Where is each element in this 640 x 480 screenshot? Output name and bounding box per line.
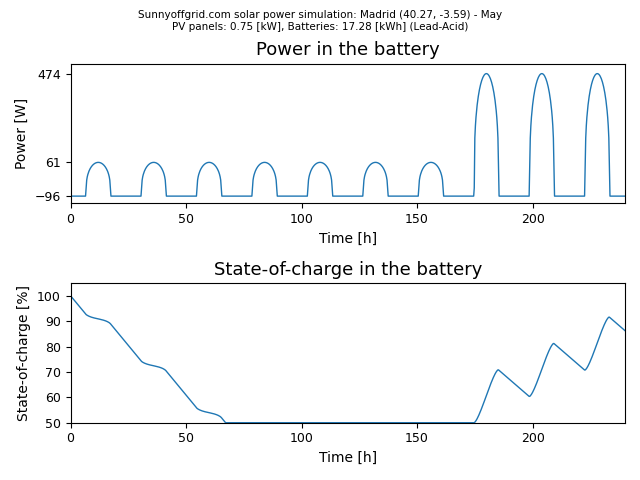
Y-axis label: State-of-charge [%]: State-of-charge [%] xyxy=(17,285,31,421)
X-axis label: Time [h]: Time [h] xyxy=(319,232,377,246)
Title: Power in the battery: Power in the battery xyxy=(256,41,440,60)
Y-axis label: Power [W]: Power [W] xyxy=(15,98,29,169)
Title: State-of-charge in the battery: State-of-charge in the battery xyxy=(214,261,482,279)
Text: PV panels: 0.75 [kW], Batteries: 17.28 [kWh] (Lead-Acid): PV panels: 0.75 [kW], Batteries: 17.28 [… xyxy=(172,22,468,32)
Text: Sunnyoffgrid.com solar power simulation: Madrid (40.27, -3.59) - May: Sunnyoffgrid.com solar power simulation:… xyxy=(138,10,502,20)
X-axis label: Time [h]: Time [h] xyxy=(319,451,377,465)
